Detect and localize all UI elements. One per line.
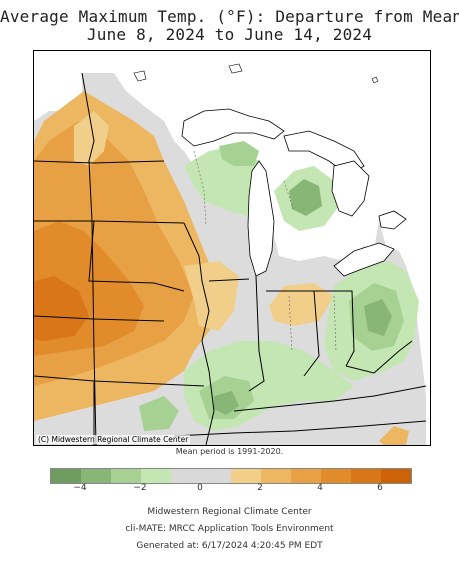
- legend-tick-label: 0: [197, 483, 203, 493]
- legend-swatch: [171, 469, 201, 483]
- footer-tool: cli-MATE: MRCC Application Tools Environ…: [125, 524, 334, 534]
- title-line-1: Average Maximum Temp. (°F): Departure fr…: [0, 7, 459, 26]
- legend-swatch: [51, 469, 81, 483]
- legend-tick-label: 4: [317, 483, 323, 493]
- map-panel: (C) Midwestern Regional Climate Center: [33, 50, 431, 446]
- legend-swatch: [321, 469, 351, 483]
- legend-swatch: [261, 469, 291, 483]
- title-line-2: June 8, 2024 to June 14, 2024: [86, 25, 373, 44]
- legend-swatch: [201, 469, 231, 483]
- legend-tick-label: 6: [377, 483, 383, 493]
- legend-swatch: [231, 469, 261, 483]
- footer-org: Midwestern Regional Climate Center: [147, 507, 312, 517]
- legend-swatch: [141, 469, 171, 483]
- footer: Midwestern Regional Climate Center cli-M…: [0, 504, 459, 555]
- legend-swatch: [381, 469, 411, 483]
- color-legend: [50, 468, 412, 484]
- mean-period-note: Mean period is 1991-2020.: [175, 447, 284, 456]
- legend-tick-label: 2: [257, 483, 263, 493]
- legend-tick-label: −4: [73, 483, 87, 493]
- legend-swatch: [351, 469, 381, 483]
- legend-swatch: [111, 469, 141, 483]
- footer-generated: Generated at: 6/17/2024 4:20:45 PM EDT: [136, 541, 323, 551]
- map-title: Average Maximum Temp. (°F): Departure fr…: [0, 8, 459, 44]
- legend-ticks: −4 −2 0 2 4 6: [50, 483, 410, 499]
- temperature-departure-map: [34, 51, 430, 445]
- legend-swatch: [81, 469, 111, 483]
- map-copyright: (C) Midwestern Regional Climate Center: [36, 435, 191, 444]
- legend-swatch: [291, 469, 321, 483]
- legend-tick-label: −2: [133, 483, 147, 493]
